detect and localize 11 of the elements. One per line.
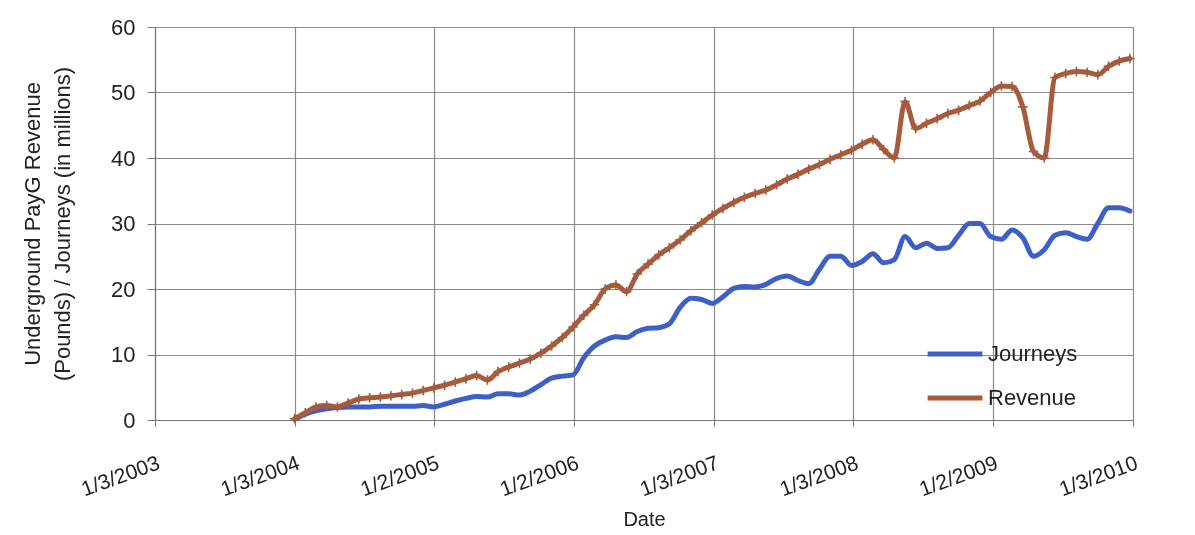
- x-axis-title: Date: [623, 508, 666, 531]
- y-axis-title: Underground PayG Revenue (Pounds) / Journeys (in millions): [20, 66, 76, 382]
- y-tick-label: 0: [123, 407, 136, 433]
- y-tick-label: 10: [111, 342, 136, 367]
- y-tick-label: 30: [111, 211, 136, 236]
- legend-label: Revenue: [988, 385, 1077, 410]
- y-tick-label: 60: [111, 14, 136, 40]
- y-tick-label: 40: [111, 145, 136, 171]
- legend-label: Journeys: [988, 341, 1078, 366]
- y-tick-label: 50: [111, 80, 136, 105]
- y-tick-label: 20: [111, 276, 136, 302]
